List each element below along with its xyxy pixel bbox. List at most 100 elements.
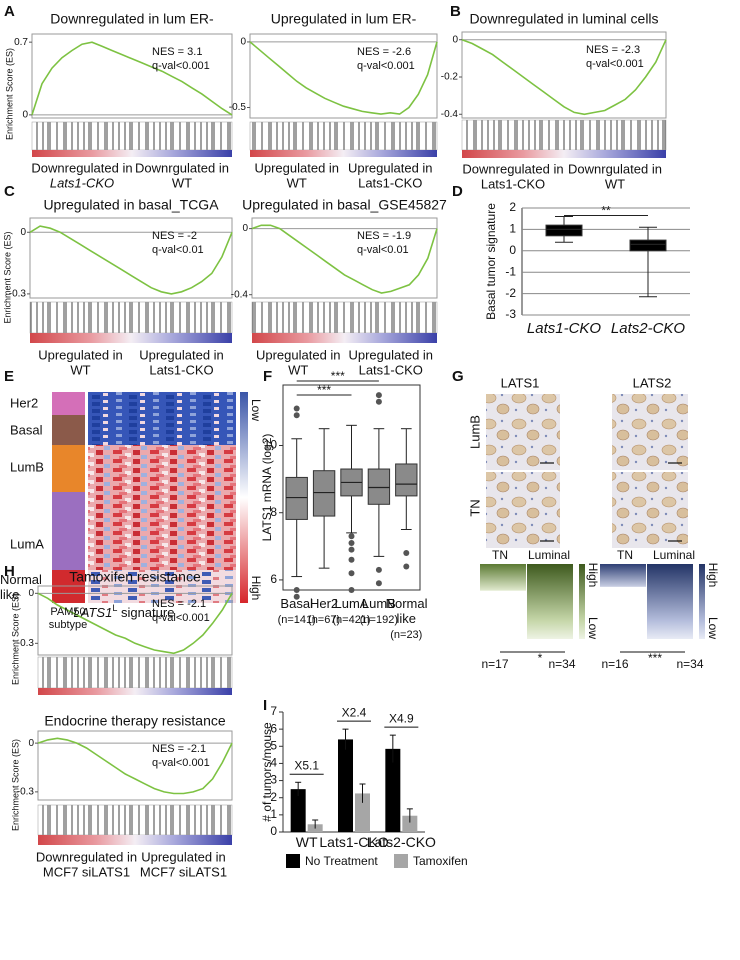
outlier bbox=[293, 412, 300, 419]
outlier bbox=[375, 566, 382, 573]
y-tick-label: -0.3 bbox=[17, 787, 35, 798]
rank-colorbar bbox=[38, 688, 232, 695]
nes-label: NES = -2.1 bbox=[152, 598, 206, 610]
outlier bbox=[375, 398, 382, 405]
x-tick-label: WT bbox=[295, 834, 318, 850]
qval-label: q-val<0.001 bbox=[152, 757, 210, 769]
y-tick-label: 3 bbox=[270, 773, 277, 787]
signature-gene: LATS1 bbox=[74, 605, 113, 620]
subtype-label: Basal bbox=[10, 422, 43, 437]
x-tick-label: Her2 bbox=[309, 596, 339, 611]
outlier bbox=[375, 392, 382, 399]
y-tick-label: 0 bbox=[240, 37, 246, 48]
ihc-image bbox=[486, 472, 560, 548]
count-label: (n=67) bbox=[308, 614, 341, 626]
p-label: * bbox=[538, 651, 543, 665]
rank-colorbar bbox=[32, 150, 232, 157]
plot-frame bbox=[31, 33, 233, 119]
p-label: *** bbox=[648, 651, 662, 665]
group-label: Upregulated in bbox=[348, 160, 433, 175]
bar bbox=[385, 748, 401, 832]
count-label: (n=23) bbox=[390, 629, 423, 641]
outlier bbox=[293, 593, 300, 600]
y-tick-label: 4 bbox=[270, 756, 277, 770]
plot-frame bbox=[251, 217, 438, 299]
y-tick-label: 0.7 bbox=[14, 37, 28, 48]
color-scale bbox=[240, 392, 248, 603]
es-curve bbox=[37, 592, 233, 655]
outlier bbox=[348, 570, 355, 577]
ihc-scale bbox=[699, 564, 705, 639]
subtype-bar bbox=[52, 445, 85, 492]
chart-title: Upregulated in basal_TCGA bbox=[43, 197, 219, 213]
y-tick-label: 0 bbox=[28, 738, 34, 749]
box bbox=[367, 468, 391, 505]
box bbox=[285, 476, 308, 520]
n-label: n=34 bbox=[676, 657, 703, 671]
chart-title: Tamoxifen resistance bbox=[69, 569, 201, 585]
group-label: Downregulated in bbox=[462, 161, 563, 176]
es-curve bbox=[37, 737, 233, 795]
chart-title: Downregulated in lum ER- bbox=[50, 11, 214, 27]
significance-label: *** bbox=[317, 383, 331, 397]
rank-colorbar bbox=[462, 150, 666, 158]
ihc-scale bbox=[579, 564, 585, 639]
qval-label: q-val<0.001 bbox=[152, 60, 210, 72]
significance-label: *** bbox=[331, 369, 345, 383]
y-tick-label: 7 bbox=[270, 704, 277, 718]
group-label: Downrgulated in bbox=[135, 160, 229, 175]
barcode bbox=[37, 804, 233, 836]
legend-label: No Treatment bbox=[305, 854, 378, 868]
nes-label: NES = -2.3 bbox=[586, 44, 640, 56]
rank-colorbar bbox=[250, 150, 437, 157]
es-curve bbox=[461, 38, 667, 116]
x-tick-label: Basal bbox=[280, 596, 313, 611]
y-tick-label: 1 bbox=[509, 222, 516, 236]
group-label: Downregulated in bbox=[36, 849, 137, 864]
y-axis-label: # of tumors/mouse bbox=[260, 722, 274, 822]
barcode bbox=[249, 121, 438, 151]
qval-label: q-val<0.001 bbox=[152, 612, 210, 624]
outlier bbox=[293, 587, 300, 593]
y-axis-label: Enrichment Score (ES) bbox=[4, 48, 14, 140]
outlier bbox=[375, 580, 382, 587]
ihc-heatmap bbox=[527, 564, 573, 639]
bar bbox=[402, 815, 418, 832]
y-tick-label: 6 bbox=[270, 572, 277, 586]
group-label: WT bbox=[172, 175, 192, 190]
signature-sup: L bbox=[112, 603, 117, 613]
group-label: Lats1-CKO bbox=[358, 175, 422, 190]
signature-word: signature bbox=[117, 605, 174, 620]
panel-letter: B bbox=[450, 3, 461, 20]
annotation: X2.4 bbox=[342, 705, 367, 719]
group-label: TN bbox=[492, 548, 508, 562]
heatmap-block bbox=[88, 392, 236, 445]
ihc-image bbox=[612, 472, 688, 548]
x-tick-label: Lats2-CKO bbox=[610, 320, 686, 337]
barcode bbox=[31, 121, 233, 151]
ihc-heatmap bbox=[600, 564, 646, 639]
row-label: TN bbox=[467, 499, 482, 516]
barcode bbox=[29, 301, 233, 334]
ihc-heatmap bbox=[480, 564, 526, 639]
outlier bbox=[348, 556, 355, 563]
group-label: Upregulated in bbox=[256, 347, 341, 362]
scale-label: Low bbox=[586, 617, 600, 639]
outlier bbox=[348, 546, 355, 553]
barcode bbox=[37, 656, 233, 689]
group-label: Lats1-CKO bbox=[359, 362, 423, 377]
subtype-label: Her2 bbox=[10, 395, 38, 410]
group-label: Lats1-CKO bbox=[50, 175, 114, 190]
rank-colorbar bbox=[38, 835, 232, 845]
scale-label: Low bbox=[706, 617, 720, 639]
barcode bbox=[251, 301, 438, 334]
box bbox=[395, 463, 418, 497]
es-curve bbox=[249, 41, 438, 115]
group-label: TN bbox=[617, 548, 633, 562]
x-tick-label: Lats1-CKO bbox=[319, 834, 389, 850]
y-tick-label: -0.4 bbox=[441, 109, 459, 120]
scale-label: High bbox=[706, 563, 720, 588]
plot-frame bbox=[461, 31, 667, 119]
y-tick-label: 0 bbox=[20, 227, 26, 238]
